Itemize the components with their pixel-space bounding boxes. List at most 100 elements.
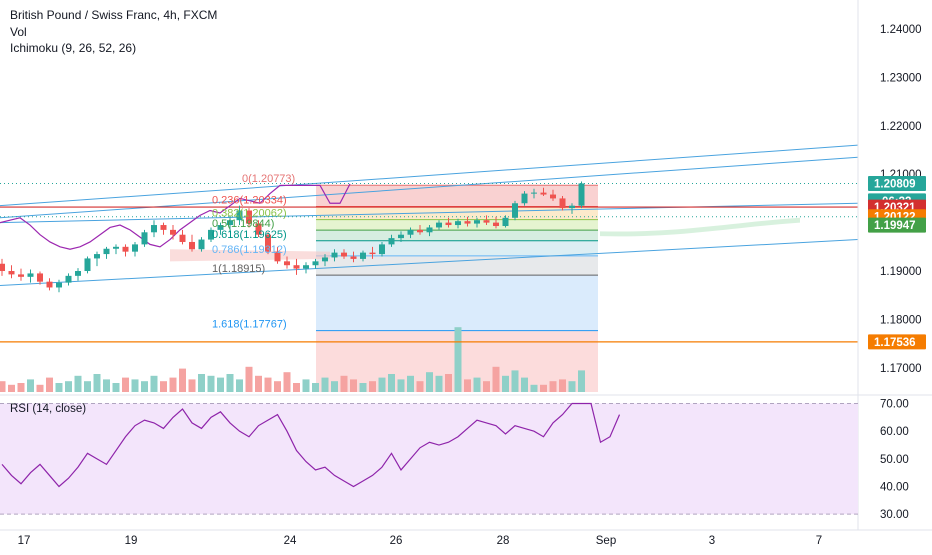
price-tick-label: 1.19000 bbox=[880, 266, 922, 278]
symbol-title[interactable]: British Pound / Swiss Franc, 4h, FXCM bbox=[10, 8, 218, 22]
candle-body bbox=[236, 210, 243, 221]
fib-zone bbox=[316, 275, 598, 331]
volume-bar bbox=[359, 383, 367, 392]
volume-bar bbox=[150, 375, 158, 392]
ichimoku-cloud bbox=[600, 217, 800, 237]
candle-body bbox=[37, 273, 43, 282]
ichimoku-cloud bbox=[170, 249, 330, 262]
rsi-band bbox=[0, 403, 858, 515]
volume-bar bbox=[302, 379, 310, 392]
volume-bar bbox=[84, 381, 91, 392]
volume-bar bbox=[217, 377, 224, 392]
candle-body bbox=[122, 246, 129, 252]
volume-bar bbox=[55, 383, 63, 392]
candle-body bbox=[103, 248, 110, 255]
candle-body bbox=[18, 274, 24, 277]
candle-body bbox=[141, 232, 148, 245]
candle-body bbox=[512, 203, 518, 218]
fib-level-label: 1(1.18915) bbox=[212, 263, 265, 275]
volume-bar bbox=[141, 381, 148, 392]
volume-bar bbox=[511, 370, 519, 392]
volume-bar bbox=[540, 384, 547, 392]
volume-bar bbox=[207, 375, 215, 392]
candle-body bbox=[350, 256, 357, 259]
candle-body bbox=[569, 205, 575, 209]
volume-bar bbox=[122, 377, 129, 392]
fib-level-label: 0.382(1.20062) bbox=[212, 208, 287, 220]
candle-body bbox=[322, 257, 328, 262]
price-tick-label: 1.24000 bbox=[880, 24, 922, 36]
candle-body bbox=[578, 183, 585, 206]
candle-body bbox=[189, 241, 195, 250]
volume-bar bbox=[274, 381, 281, 392]
volume-bar bbox=[293, 383, 300, 392]
candle-body bbox=[293, 265, 300, 269]
candle-body bbox=[284, 261, 290, 266]
volume-bar bbox=[283, 372, 291, 392]
candle-body bbox=[265, 234, 271, 252]
candle-body bbox=[550, 194, 556, 199]
candle-body bbox=[198, 239, 205, 250]
volume-bar bbox=[492, 366, 500, 392]
volume-bar bbox=[8, 384, 15, 392]
volume-bar bbox=[36, 384, 44, 392]
volume-bar bbox=[93, 374, 101, 392]
price-tick-label: 1.17000 bbox=[880, 363, 922, 375]
volume-bar bbox=[264, 377, 272, 392]
candle-body bbox=[255, 223, 262, 235]
price-tick-label: 1.18000 bbox=[880, 314, 922, 326]
candle-body bbox=[151, 225, 157, 233]
volume-bar bbox=[27, 379, 34, 392]
volume-bar bbox=[559, 379, 566, 392]
candle-body bbox=[474, 220, 480, 224]
candle-body bbox=[369, 252, 376, 255]
volume-bar bbox=[112, 383, 120, 392]
volume-bar bbox=[378, 377, 386, 392]
candle-body bbox=[8, 271, 15, 275]
candle-body bbox=[502, 217, 509, 227]
volume-bar bbox=[530, 384, 538, 392]
candle-body bbox=[0, 263, 5, 272]
candle-body bbox=[274, 251, 281, 262]
volume-bar bbox=[236, 379, 243, 392]
candle-body bbox=[341, 252, 347, 257]
fib-zone bbox=[316, 230, 598, 241]
price-badge-label: 1.19947 bbox=[874, 220, 916, 232]
fib-level-label: 0.618(1.19625) bbox=[212, 229, 287, 241]
candle-body bbox=[46, 281, 53, 288]
volume-bar bbox=[321, 377, 329, 392]
price-badge bbox=[868, 217, 926, 233]
volume-bar bbox=[578, 370, 585, 392]
candle-body bbox=[217, 225, 224, 230]
candle-body bbox=[65, 275, 72, 283]
time-tick-label: 28 bbox=[497, 535, 510, 547]
rsi-indicator-label[interactable]: RSI (14, close) bbox=[10, 403, 87, 415]
rsi-tick-label: 50.00 bbox=[880, 454, 909, 466]
volume-bar bbox=[65, 381, 72, 392]
volume-bar bbox=[245, 366, 253, 392]
volume-bar bbox=[416, 381, 424, 392]
time-tick-label: 3 bbox=[709, 535, 715, 547]
candle-body bbox=[179, 234, 186, 242]
volume-bar bbox=[483, 381, 490, 392]
volume-bar bbox=[407, 375, 414, 392]
candle-body bbox=[160, 225, 167, 230]
candle-body bbox=[493, 222, 499, 227]
vol-indicator-label[interactable]: Vol bbox=[10, 24, 27, 39]
candle-body bbox=[84, 258, 91, 272]
fib-level-label: 0.786(1.19312) bbox=[212, 244, 287, 256]
candle-body bbox=[132, 244, 138, 252]
candle-body bbox=[540, 192, 547, 195]
candle-body bbox=[27, 273, 34, 277]
price-badge bbox=[868, 334, 926, 350]
candle-body bbox=[388, 238, 395, 245]
ichimoku-indicator-label[interactable]: Ichimoku (9, 26, 52, 26) bbox=[10, 41, 137, 55]
fib-zone bbox=[316, 255, 598, 276]
channel-line bbox=[0, 144, 859, 207]
volume-bar bbox=[226, 374, 234, 392]
rsi-tick-label: 40.00 bbox=[880, 482, 909, 494]
volume-bar bbox=[397, 379, 405, 392]
volume-bar bbox=[521, 377, 528, 392]
